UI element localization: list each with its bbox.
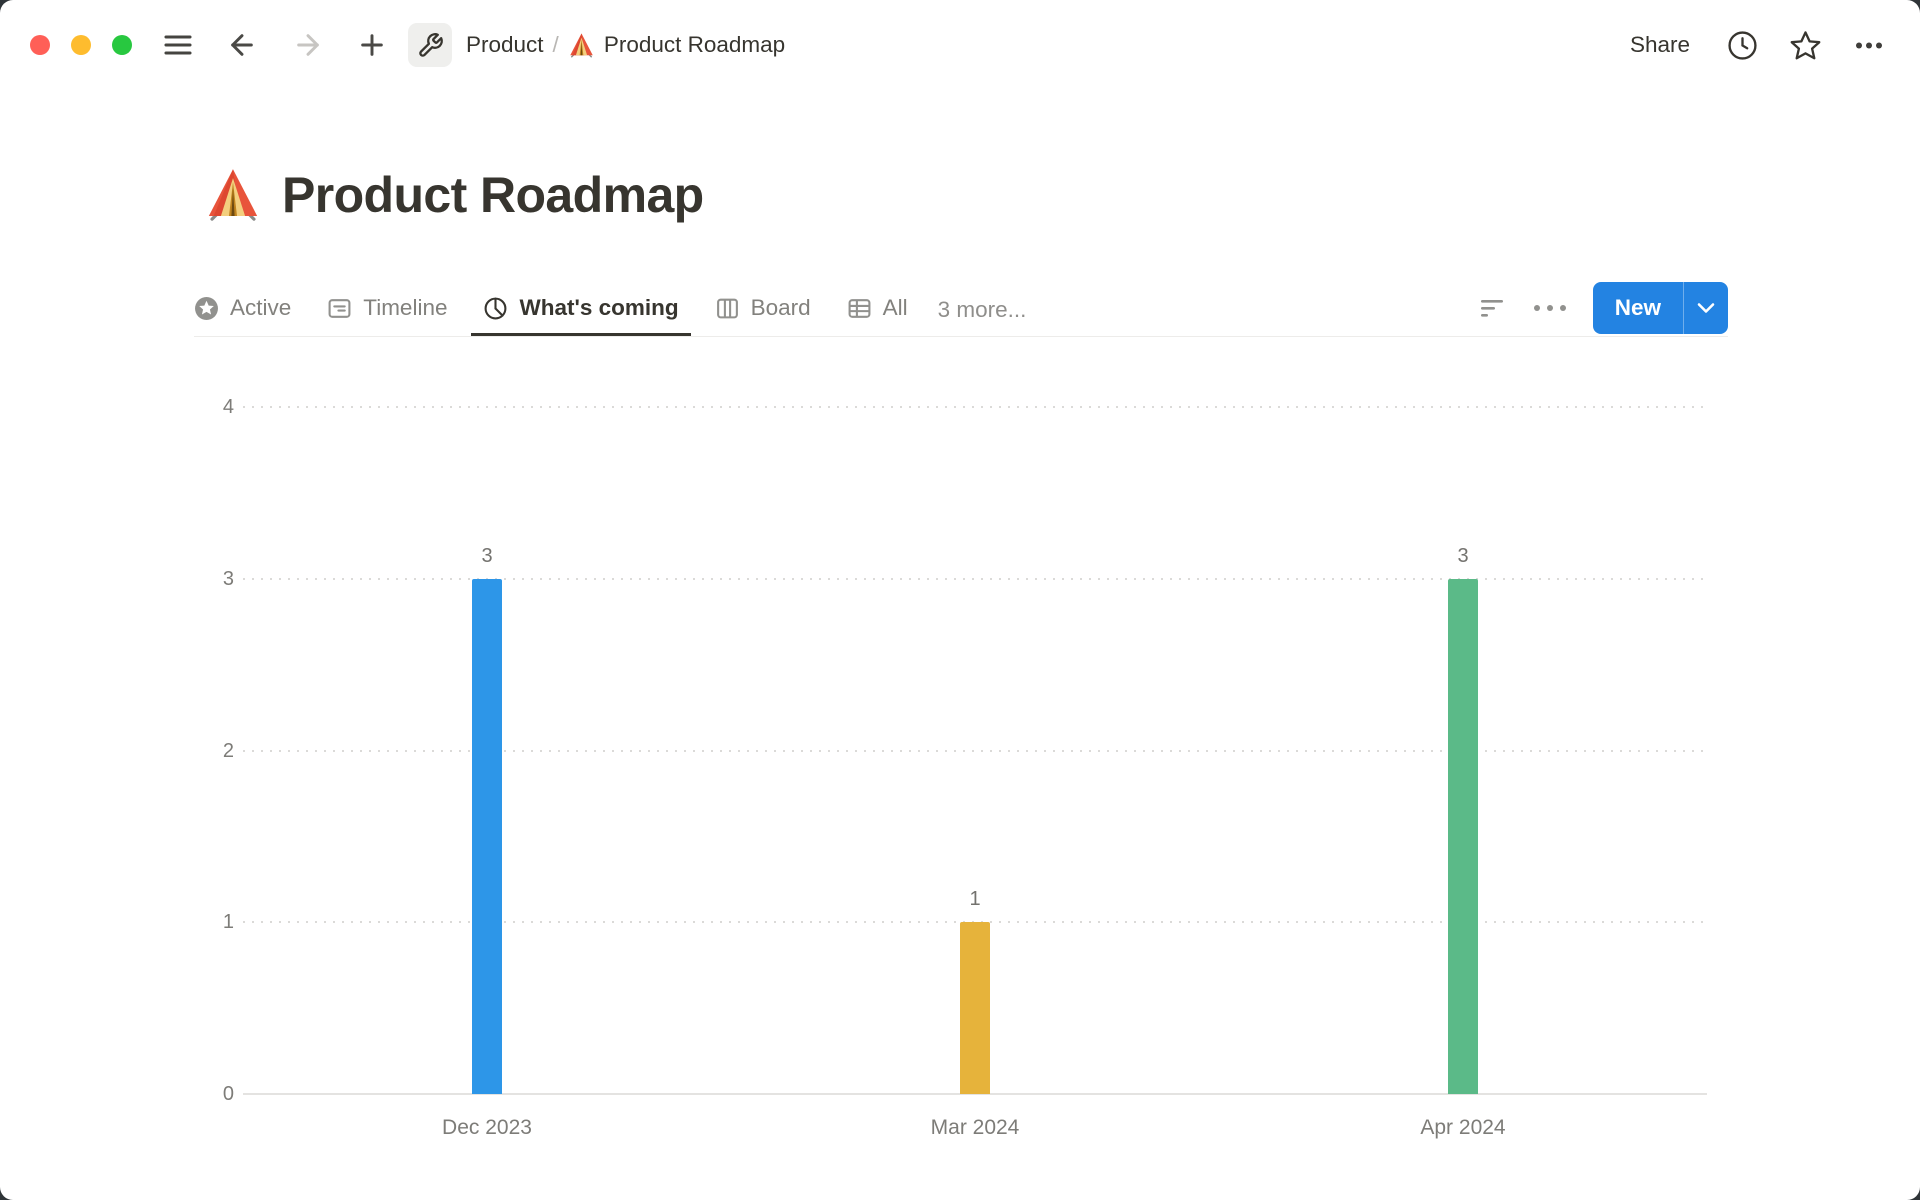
y-tick-label: 4 [222, 396, 234, 418]
view-tabbar: Active Timeline What's coming Board All … [194, 280, 1728, 337]
bar-value-label: 3 [1457, 544, 1469, 567]
gridline [243, 406, 1707, 408]
bar[interactable] [1448, 578, 1478, 1094]
table-icon [848, 298, 871, 318]
tab-label: What's coming [519, 295, 679, 320]
view-more-options-button[interactable] [1533, 305, 1566, 311]
wrench-icon [418, 32, 443, 57]
timeline-icon [328, 298, 351, 318]
new-button[interactable]: New [1614, 295, 1661, 320]
bar[interactable] [960, 922, 990, 1094]
tab-active[interactable]: Active [182, 280, 303, 336]
pie-chart-icon [485, 297, 507, 319]
minimize-window-button[interactable] [71, 35, 91, 55]
arrow-left-icon [231, 34, 253, 56]
hamburger-icon [164, 35, 192, 55]
arrow-right-icon [297, 34, 319, 56]
gridline [243, 577, 1707, 580]
tab-label: Active [230, 295, 292, 320]
tab-whats-coming[interactable]: What's coming [471, 280, 691, 336]
star-circle-icon [195, 296, 218, 320]
bar-value-label: 3 [481, 544, 493, 567]
bar-chart: 0 1 2 3 4 3 Dec 2023 1 Mar 2024 3 Apr 2024 [194, 360, 1730, 1170]
window-toolbar: Product / Product Roadmap Share [0, 0, 1920, 90]
sidebar-menu-button[interactable] [162, 29, 194, 61]
view-actions: New [1479, 280, 1728, 336]
share-button[interactable]: Share [1624, 31, 1696, 59]
breadcrumb-separator: / [552, 32, 559, 57]
favorite-button[interactable] [1789, 29, 1822, 62]
y-tick-label: 1 [222, 911, 234, 934]
y-tick-label: 2 [222, 739, 234, 762]
updates-button[interactable] [1726, 29, 1759, 62]
filter-button[interactable] [1479, 295, 1507, 321]
breadcrumb: Product / Product Roadmap [466, 32, 785, 59]
gridline [243, 749, 1707, 752]
filter-lines-icon [1480, 300, 1503, 317]
chevron-down-icon [1697, 303, 1715, 313]
tab-label: Timeline [363, 295, 448, 320]
zoom-window-button[interactable] [112, 35, 132, 55]
plus-icon [361, 34, 383, 56]
toolbar-right: Share [1624, 29, 1920, 62]
y-tick-label: 0 [222, 1083, 234, 1105]
breadcrumb-page[interactable]: Product Roadmap [603, 32, 786, 57]
tab-label: All [882, 295, 908, 320]
bar-value-label: 1 [969, 888, 981, 911]
back-button[interactable] [226, 29, 258, 61]
board-columns-icon [716, 298, 738, 318]
workspace-icon-button[interactable] [408, 23, 452, 67]
tent-emoji-icon [569, 32, 594, 57]
tab-timeline[interactable]: Timeline [315, 280, 459, 336]
star-icon [1790, 30, 1821, 59]
bar[interactable] [472, 578, 502, 1094]
new-button-divider [1683, 282, 1684, 334]
close-window-button[interactable] [30, 35, 50, 55]
forward-button[interactable] [292, 29, 324, 61]
page-header: Product Roadmap [204, 166, 704, 224]
new-dropdown-button[interactable] [1684, 282, 1728, 334]
traffic-lights [30, 35, 132, 55]
x-tick-label: Apr 2024 [1420, 1116, 1506, 1139]
x-axis-line [243, 1093, 1707, 1095]
new-button-group: New [1592, 282, 1728, 334]
y-tick-label: 3 [222, 567, 234, 590]
more-options-button[interactable] [1852, 29, 1886, 62]
page-title[interactable]: Product Roadmap [282, 167, 704, 223]
tabs-overflow-button[interactable]: 3 more... [937, 296, 1027, 322]
clock-icon [1728, 30, 1757, 60]
x-tick-label: Mar 2024 [930, 1116, 1020, 1139]
ellipsis-icon [1856, 42, 1882, 48]
new-page-button[interactable] [356, 29, 388, 61]
tent-emoji-icon[interactable] [204, 166, 262, 224]
tab-board[interactable]: Board [703, 280, 823, 336]
x-tick-label: Dec 2023 [442, 1116, 532, 1139]
tab-label: Board [750, 295, 811, 320]
breadcrumb-parent[interactable]: Product [466, 32, 544, 57]
tab-all[interactable]: All [835, 280, 920, 336]
